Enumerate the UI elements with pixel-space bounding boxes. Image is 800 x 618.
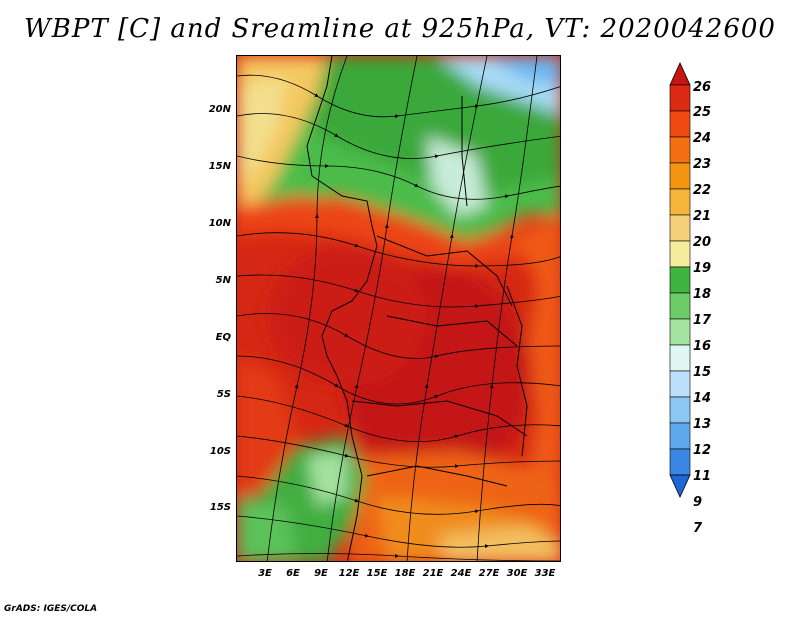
colorbar-top-arrow [669,62,691,86]
lon-label-24e: 24E [450,568,472,579]
streamlines [237,56,560,561]
map-title: WBPT [C] and Sreamline at 925hPa, VT: 20… [24,14,776,44]
colorbar-label-23: 23 [693,157,712,172]
colorbar-segment [669,448,691,476]
colorbar-label-7: 7 [693,521,703,536]
lat-label-10n: 10N [208,218,231,229]
lon-label-15e: 15E [366,568,388,579]
colorbar-label-12: 12 [693,443,712,458]
colorbar-label-9: 9 [693,495,703,510]
colorbar-segment [669,396,691,424]
colorbar-label-16: 16 [693,339,712,354]
colorbar-label-19: 19 [693,261,712,276]
colorbar-label-17: 17 [693,313,712,328]
colorbar-label-13: 13 [693,417,712,432]
lat-label-eq: EQ [215,332,231,343]
colorbar-label-15: 15 [693,365,712,380]
colorbar-label-11: 11 [693,469,712,484]
colorbar [669,62,691,498]
colorbar-bottom-arrow [669,474,691,498]
colorbar-label-22: 22 [693,183,712,198]
colorbar-label-25: 25 [693,105,712,120]
map-panel [236,55,561,562]
colorbar-label-14: 14 [693,391,712,406]
colorbar-label-20: 20 [693,235,712,250]
lat-label-15n: 15N [208,161,231,172]
colorbar-segment [669,422,691,450]
lon-label-33e: 33E [534,568,556,579]
lon-label-30e: 30E [506,568,528,579]
colorbar-segment [669,318,691,346]
colorbar-segment [669,214,691,242]
colorbar-segment [669,136,691,164]
colorbar-segment [669,344,691,372]
colorbar-label-26: 26 [693,80,712,95]
colorbar-label-24: 24 [693,131,712,146]
lat-label-15s: 15S [209,502,231,513]
lat-label-10s: 10S [209,446,231,457]
lon-label-21e: 21E [422,568,444,579]
lat-label-5n: 5N [215,275,231,286]
colorbar-segment [669,240,691,268]
colorbar-segment [669,188,691,216]
lon-label-12e: 12E [338,568,360,579]
colorbar-segment [669,110,691,138]
colorbar-segment [669,162,691,190]
colorbar-segment [669,370,691,398]
colorbar-segment [669,292,691,320]
colorbar-segment [669,266,691,294]
lon-label-27e: 27E [478,568,500,579]
lat-label-20n: 20N [208,104,231,115]
lon-label-6e: 6E [286,568,300,579]
lon-label-9e: 9E [314,568,328,579]
lon-label-3e: 3E [258,568,272,579]
colorbar-segment [669,84,691,112]
lat-label-5s: 5S [216,389,231,400]
footer-credit: GrADS: IGES/COLA [4,604,98,614]
colorbar-label-18: 18 [693,287,712,302]
lon-label-18e: 18E [394,568,416,579]
map-svg [237,56,560,561]
colorbar-label-21: 21 [693,209,712,224]
